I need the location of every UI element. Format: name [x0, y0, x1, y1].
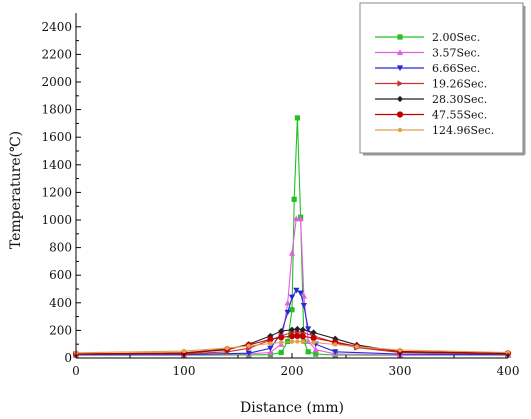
data-point — [354, 344, 359, 349]
y-tick-label: 2400 — [41, 20, 72, 34]
data-point — [313, 351, 319, 357]
legend-label: 6.66Sec. — [432, 62, 480, 75]
legend-marker — [397, 80, 404, 87]
series-7 — [73, 339, 511, 355]
y-tick-label: 2000 — [41, 75, 72, 89]
data-point — [181, 348, 187, 354]
y-tick-label: 1600 — [41, 130, 72, 144]
data-point — [312, 346, 319, 353]
data-point — [294, 332, 301, 340]
data-point — [397, 347, 403, 353]
series-line — [75, 340, 509, 354]
data-point — [294, 115, 300, 121]
legend-label: 19.26Sec. — [432, 78, 487, 91]
y-axis-title: Temperature(℃) — [8, 131, 24, 249]
data-point — [285, 338, 291, 345]
data-point — [268, 341, 273, 346]
legend-label: 47.55Sec. — [432, 109, 487, 122]
data-point — [267, 332, 274, 340]
y-tick-label: 600 — [49, 268, 72, 282]
legend-label: 28.30Sec. — [432, 93, 487, 106]
legend-entry: 47.55Sec. — [375, 109, 487, 122]
data-point — [299, 326, 306, 333]
data-point — [299, 333, 306, 340]
legend-marker — [397, 34, 403, 40]
y-tick-label: 1200 — [41, 185, 72, 199]
data-point — [297, 290, 304, 297]
data-point — [284, 299, 291, 306]
legend-label: 124.96Sec. — [432, 124, 494, 137]
data-point — [288, 333, 296, 340]
data-point — [245, 350, 252, 357]
data-point — [267, 336, 274, 343]
x-tick-label: 200 — [281, 364, 304, 378]
x-tick-label: 400 — [497, 364, 520, 378]
y-tick-label: 400 — [49, 296, 72, 310]
data-point — [278, 334, 285, 341]
axes-layer: 0200400600800100012001400160018002000220… — [41, 13, 519, 378]
x-tick-label: 300 — [389, 364, 412, 378]
data-point — [293, 287, 300, 294]
data-point — [291, 196, 297, 202]
data-point — [305, 326, 312, 333]
data-point — [310, 334, 317, 342]
y-tick-label: 1800 — [41, 103, 72, 117]
legend-entry: 28.30Sec. — [375, 93, 487, 106]
legend-marker — [396, 65, 404, 72]
legend-label: 2.00Sec. — [432, 31, 480, 44]
data-point — [267, 349, 274, 356]
data-point — [293, 215, 300, 222]
data-point — [332, 349, 339, 355]
y-tick-label: 200 — [49, 323, 72, 337]
legend-marker — [396, 111, 404, 118]
legend-marker — [397, 127, 403, 133]
y-tick-label: 2200 — [41, 47, 72, 61]
data-point — [305, 349, 311, 355]
data-point — [311, 340, 316, 345]
legend: 2.00Sec. 3.57Sec. 6.66Sec. 19.26Sec. 28.30Se… — [359, 2, 526, 156]
data-point — [333, 342, 338, 347]
data-point — [278, 349, 284, 356]
data-point — [310, 329, 317, 336]
legend-entry: 6.66Sec. — [375, 62, 480, 75]
data-point — [288, 326, 296, 333]
y-tick-label: 1000 — [41, 213, 72, 227]
data-point — [300, 339, 305, 344]
data-point — [288, 294, 296, 301]
data-point — [295, 339, 300, 344]
y-tick-label: 800 — [49, 241, 72, 255]
data-point — [505, 350, 511, 355]
data-point — [279, 340, 284, 345]
data-point — [278, 327, 285, 335]
legend-entry: 19.26Sec. — [375, 78, 487, 91]
legend-marker — [396, 49, 404, 56]
data-point — [284, 309, 291, 316]
x-axis-title: Distance (mm) — [240, 400, 344, 416]
y-tick-label: 1400 — [41, 158, 72, 172]
legend-entry: 2.00Sec. — [375, 31, 480, 44]
legend-entry: 3.57Sec. — [375, 47, 480, 60]
data-point — [246, 343, 251, 349]
x-tick-label: 100 — [173, 364, 196, 378]
data-point — [297, 215, 304, 222]
legend-box — [359, 2, 524, 154]
data-point — [289, 339, 295, 344]
data-point — [288, 250, 296, 256]
data-point — [225, 345, 230, 351]
series-layer — [72, 115, 512, 358]
data-point — [300, 302, 307, 309]
data-point — [289, 307, 295, 313]
data-point — [300, 292, 307, 299]
x-tick-label: 0 — [72, 364, 80, 378]
series-line — [76, 117, 508, 356]
legend-label: 3.57Sec. — [432, 47, 480, 60]
legend-marker — [396, 95, 404, 103]
data-point — [294, 325, 301, 333]
legend-entry: 124.96Sec. — [375, 124, 494, 137]
data-point — [267, 345, 274, 352]
y-tick-label: 0 — [64, 351, 72, 365]
